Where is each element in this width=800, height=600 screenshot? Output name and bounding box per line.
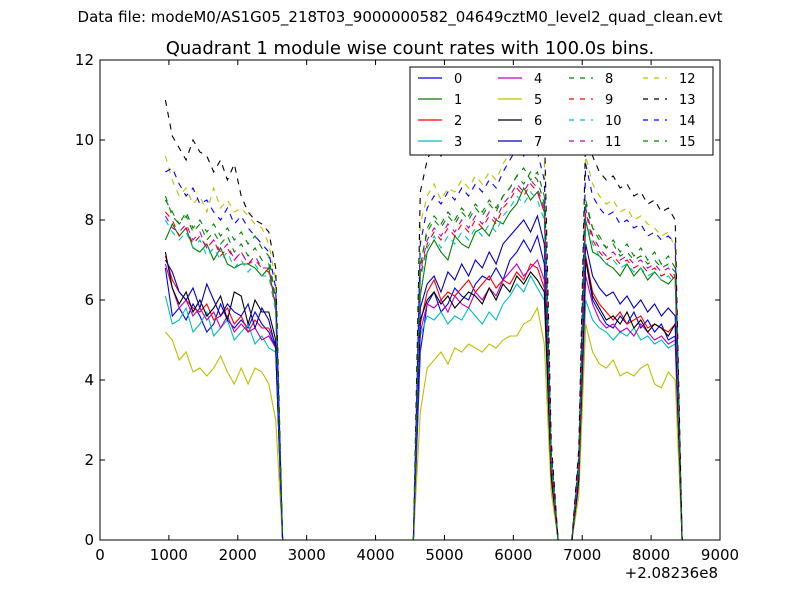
y-tick-label: 8 [84, 211, 94, 229]
x-tick-label: 4000 [356, 546, 394, 564]
series-line-3 [164, 274, 683, 541]
x-tick-label: 5000 [425, 546, 463, 564]
legend-label-6: 6 [534, 114, 542, 129]
x-tick-label: 3000 [288, 546, 326, 564]
y-tick-label: 12 [75, 51, 94, 69]
legend-label-0: 0 [454, 72, 462, 87]
legend-label-7: 7 [534, 135, 542, 150]
legend-box [409, 66, 714, 156]
series-line-7 [164, 214, 683, 541]
legend-label-13: 13 [679, 93, 696, 108]
plot-area [164, 63, 683, 541]
legend-label-12: 12 [679, 72, 696, 87]
x-tick-label: 0 [95, 546, 105, 564]
series-line-13 [164, 63, 683, 541]
legend-label-1: 1 [454, 93, 462, 108]
y-tick-label: 6 [84, 291, 94, 309]
axis-ticks: 0 1000 2000 3000 4000 5000 6000 7000 8000 9000 0 2 4… [75, 51, 739, 564]
series-line-4 [164, 258, 683, 541]
series-line-14 [165, 143, 683, 541]
series-line-6 [164, 251, 683, 541]
legend-label-4: 4 [534, 72, 542, 87]
series-line-0 [164, 234, 683, 541]
legend-label-5: 5 [534, 93, 542, 108]
legend-label-9: 9 [605, 93, 613, 108]
series-line-9 [164, 183, 683, 541]
x-offset-label: +2.08236e8 [625, 564, 718, 582]
y-tick-label: 4 [84, 371, 94, 389]
x-tick-label: 2000 [219, 546, 257, 564]
series-line-12 [164, 126, 683, 541]
series-line-11 [164, 179, 683, 541]
x-tick-label: 6000 [494, 546, 532, 564]
series-line-2 [164, 255, 683, 541]
series-line-15 [164, 171, 683, 541]
legend-label-10: 10 [605, 114, 622, 129]
legend-label-8: 8 [605, 72, 613, 87]
legend-label-11: 11 [605, 135, 622, 150]
series-line-1 [164, 186, 683, 541]
x-tick-label: 1000 [150, 546, 188, 564]
data-file-title: Data file: modeM0/AS1G05_218T03_90000005… [77, 8, 723, 26]
x-tick-label: 9000 [701, 546, 739, 564]
x-tick-label: 8000 [632, 546, 670, 564]
y-tick-label: 0 [84, 531, 94, 549]
legend-label-14: 14 [679, 114, 696, 129]
y-tick-label: 10 [75, 131, 94, 149]
legend-label-3: 3 [454, 135, 462, 150]
series-line-5 [164, 306, 683, 541]
legend-label-2: 2 [454, 114, 462, 129]
legend-label-15: 15 [679, 135, 696, 150]
series-line-8 [164, 167, 683, 541]
series-line-10 [164, 191, 683, 541]
y-tick-label: 2 [84, 451, 94, 469]
x-tick-label: 7000 [563, 546, 601, 564]
chart-title: Quadrant 1 module wise count rates with … [166, 38, 655, 59]
